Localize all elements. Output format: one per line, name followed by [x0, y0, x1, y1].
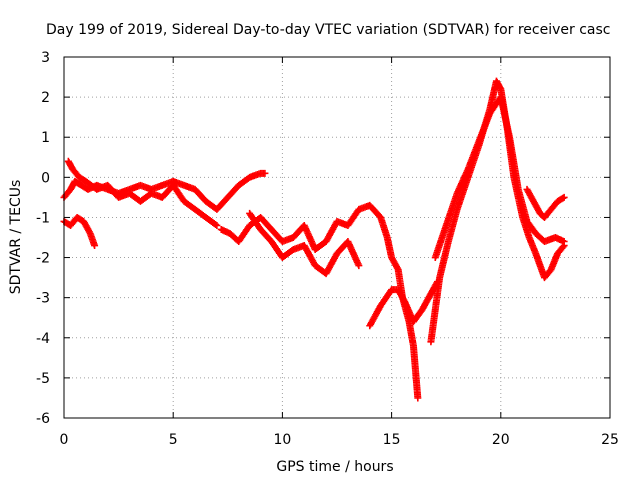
plot-frame	[63, 56, 611, 419]
data-point	[355, 262, 363, 270]
x-tick-label: 10	[273, 432, 291, 448]
x-tick-label: 20	[492, 432, 510, 448]
y-tick-label: -1	[36, 210, 50, 226]
x-axis-label: GPS time / hours	[276, 459, 393, 475]
data-point	[414, 394, 422, 402]
chart-title: Day 199 of 2019, Sidereal Day-to-day VTE…	[46, 22, 610, 38]
data-point	[560, 193, 568, 201]
data-point	[560, 238, 568, 246]
y-tick-label: 2	[41, 90, 50, 106]
axis-ticks: 0 5 10 15 20 25 -6 -5 -4 -3 -2 -1 0 1 2 3	[36, 50, 619, 448]
y-axis-label: SDTVAR / TECUs	[8, 180, 24, 295]
y-tick-label: -6	[36, 411, 50, 427]
data-point	[559, 243, 567, 251]
y-tick-label: -2	[36, 251, 50, 267]
y-tick-label: 0	[41, 170, 50, 186]
data-points	[60, 77, 568, 402]
x-tick-label: 25	[601, 432, 619, 448]
data-point	[393, 264, 401, 272]
y-tick-label: -5	[36, 371, 50, 387]
data-point	[212, 220, 220, 228]
data-point	[261, 169, 269, 177]
data-point	[213, 221, 221, 229]
x-tick-label: 0	[60, 432, 69, 448]
y-tick-label: 1	[41, 130, 50, 146]
data-point	[91, 242, 99, 250]
x-tick-label: 15	[383, 432, 401, 448]
y-tick-label: 3	[41, 50, 50, 66]
data-point	[559, 194, 567, 202]
y-tick-label: -3	[36, 291, 50, 307]
x-tick-label: 5	[169, 432, 178, 448]
y-tick-label: -4	[36, 331, 50, 347]
